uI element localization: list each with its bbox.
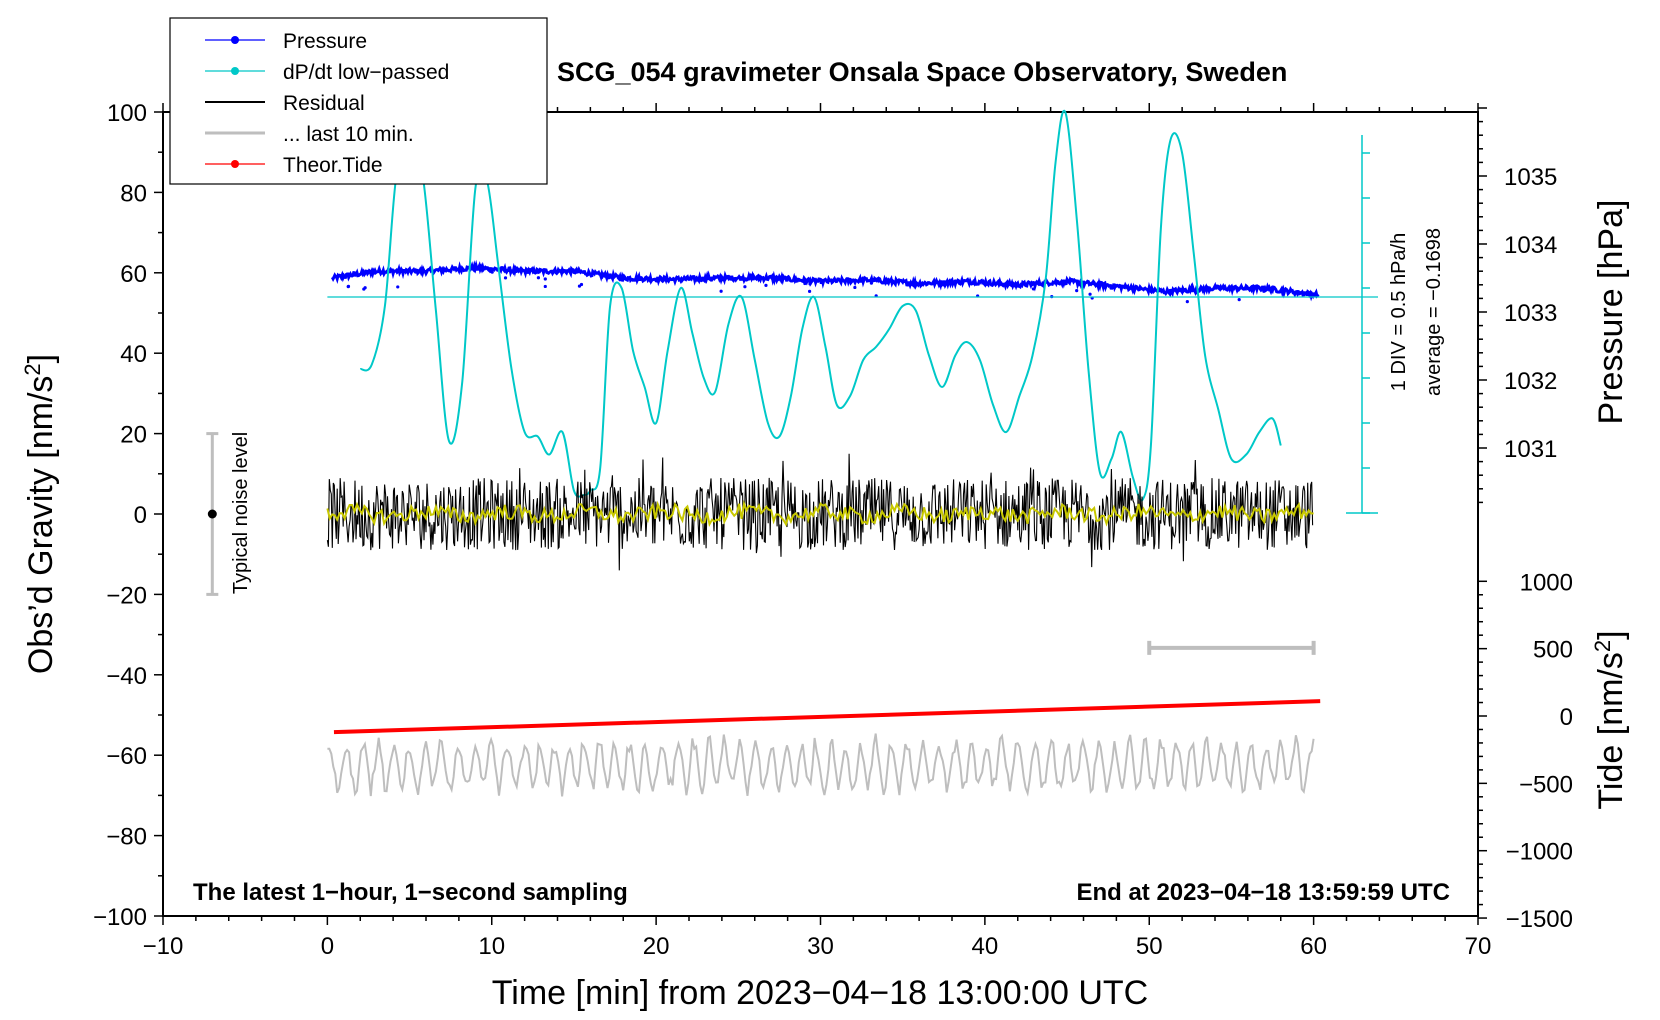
pressure-point (1109, 286, 1113, 290)
tide-tick-label: −1500 (1506, 906, 1573, 933)
legend-label-last10: ... last 10 min. (283, 123, 414, 146)
legend-item-residual: Residual (205, 92, 365, 115)
pressure-point (503, 276, 508, 280)
chart-title: SCG_054 gravimeter Onsala Space Observat… (557, 57, 1287, 87)
x-tick-label: 0 (321, 933, 334, 960)
y-tick-label: 80 (120, 180, 147, 207)
x-tick-label: 30 (807, 933, 834, 960)
pressure-point (514, 269, 519, 273)
tide-tick-label: 1000 (1520, 569, 1573, 596)
pressure-point (346, 285, 350, 289)
pressure-point (362, 287, 366, 291)
legend-label-tide: Theor.Tide (283, 154, 383, 177)
legend-marker-tide (231, 160, 239, 168)
x-tick-label: 70 (1465, 933, 1492, 960)
y-tick-label: 60 (120, 261, 147, 288)
annotation-layer (206, 135, 1378, 655)
y-tick-label: −40 (106, 663, 147, 690)
pressure-point (1185, 300, 1189, 304)
pressure-point (536, 276, 541, 280)
sampling-note: The latest 1−hour, 1−second sampling (193, 879, 628, 906)
pressure-point (490, 270, 494, 274)
pressure-point (577, 284, 582, 288)
x-tick-label: −10 (143, 933, 184, 960)
legend-item-tide: Theor.Tide (205, 154, 383, 177)
pressure-point (543, 277, 547, 281)
end-time-note: End at 2023−04−18 13:59:59 UTC (1076, 879, 1450, 906)
pressure-point (743, 285, 747, 289)
pressure-point (1101, 284, 1105, 288)
y-tick-label: −80 (106, 824, 147, 851)
x-tick-label: 20 (643, 933, 670, 960)
pressure-tick-label: 1031 (1504, 436, 1557, 463)
pressure-point (1075, 289, 1079, 293)
pressure-point (1262, 289, 1266, 293)
pressure-point (353, 273, 357, 277)
residual-series (326, 453, 1314, 571)
legend-label-residual: Residual (283, 92, 365, 115)
pressure-tick-label: 1032 (1504, 368, 1557, 395)
series-layer (326, 109, 1321, 797)
tide-series (333, 699, 1321, 735)
tide-tick-label: −1000 (1506, 839, 1573, 866)
pressure-point (803, 281, 807, 286)
dpdt-average-label: average = −0.1698 (1423, 228, 1445, 396)
legend-marker-dpdt (231, 67, 239, 75)
axis-ticks: −10 0 10 20 30 40 50 60 70−100−80−60−40−20020406… (93, 100, 1573, 960)
legend-label-pressure: Pressure (283, 30, 367, 53)
pressure-tick-label: 1034 (1504, 232, 1557, 259)
residual-smoothed-series (326, 499, 1314, 528)
x-tick-label: 40 (972, 933, 999, 960)
x-tick-label: 60 (1300, 933, 1327, 960)
pressure-point (1088, 292, 1092, 296)
pressure-point (543, 284, 547, 289)
y-tick-label: −20 (106, 582, 147, 609)
legend: Pressure dP/dt low−passed Residual ... l… (169, 17, 548, 185)
pressure-point (1031, 287, 1036, 291)
pressure-series (330, 259, 1320, 302)
pressure-point (807, 289, 812, 293)
x-axis-title: Time [min] from 2023−04−18 13:00:00 UTC (492, 974, 1148, 1012)
pressure-point (1262, 287, 1267, 291)
noise-level-label: Typical noise level (230, 432, 252, 594)
pressure-tick-label: 1035 (1504, 164, 1557, 191)
y-tick-label: 100 (107, 100, 147, 127)
y-axis-title-gravity: Obs’d Gravity [nm/s2] (20, 354, 60, 674)
tide-tick-label: 0 (1560, 704, 1573, 731)
y-tick-label: 20 (120, 422, 147, 449)
x-tick-label: 10 (478, 933, 505, 960)
tide-tick-label: −500 (1519, 771, 1573, 798)
noise-level-center (207, 509, 217, 519)
x-tick-label: 50 (1136, 933, 1163, 960)
pressure-tick-label: 1033 (1504, 300, 1557, 327)
legend-item-last10: ... last 10 min. (205, 123, 414, 146)
legend-marker-pressure (231, 36, 239, 44)
y-axis-title-tide: Tide [nm/s2] (1590, 630, 1630, 809)
pressure-point (853, 285, 857, 290)
y-axis-title-pressure: Pressure [hPa] (1592, 200, 1630, 425)
pressure-point (719, 289, 723, 293)
y-tick-label: 0 (134, 502, 147, 529)
dpdt-scale-label: 1 DIV = 0.5 hPa/h (1388, 233, 1410, 391)
tide-tick-label: 500 (1533, 637, 1573, 664)
pressure-point (869, 281, 874, 285)
legend-item-pressure: Pressure (205, 30, 367, 53)
legend-label-dpdt: dP/dt low−passed (283, 61, 449, 84)
y-tick-label: −100 (93, 904, 147, 931)
pressure-point (679, 279, 683, 283)
last10-series (327, 733, 1315, 797)
pressure-point (1237, 298, 1241, 302)
pressure-point (892, 280, 896, 284)
y-tick-label: −60 (106, 743, 147, 770)
pressure-point (808, 282, 812, 286)
legend-item-dpdt: dP/dt low−passed (205, 61, 449, 84)
pressure-point (396, 285, 400, 289)
y-tick-label: 40 (120, 341, 147, 368)
pressure-point (764, 283, 768, 287)
